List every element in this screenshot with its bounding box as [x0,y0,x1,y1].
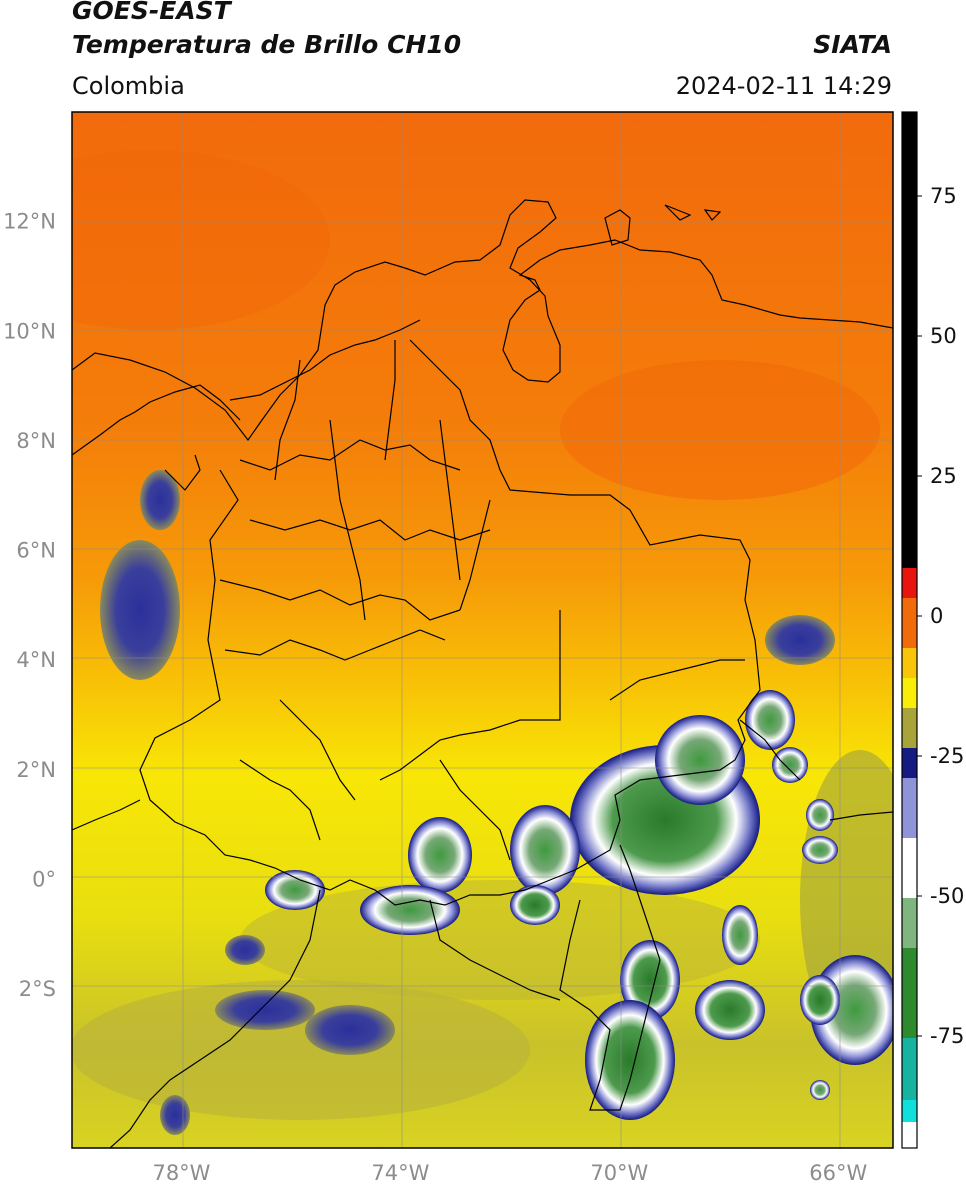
lon-label: 74°W [371,1161,429,1185]
colorbar-tick-label: 0 [930,604,943,628]
organization-label: SIATA [813,30,892,59]
graticule [72,112,893,1148]
colorbar-tick-label: -50 [930,884,964,908]
datetime-label: 2024-02-11 14:29 [675,72,892,100]
colorbar-tick-label: -75 [930,1024,964,1048]
lat-label: 2°S [19,977,56,1001]
coastlines-borders [72,199,893,1148]
lat-label: 8°N [16,429,56,453]
lat-label: 2°N [16,758,56,782]
longitude-labels: 78°W 74°W 70°W 66°W [152,1161,867,1185]
lat-label: 10°N [3,319,56,343]
colorbar: 75 50 25 0 -25 -50 -75 [901,111,964,1149]
lat-label: 4°N [16,648,56,672]
latitude-labels: 12°N 10°N 8°N 6°N 4°N 2°N 0° 2°S [3,210,56,1001]
colorbar-tick-label: 50 [930,324,957,348]
lon-label: 66°W [809,1161,867,1185]
map-frame [71,111,894,1149]
product-title: Temperatura de Brillo CH10 [72,30,462,59]
colorbar-tick-label: 25 [930,464,957,488]
region-label: Colombia [72,72,185,100]
lat-label: 0° [32,867,56,891]
satellite-title: GOES-EAST [72,0,231,25]
lon-label: 78°W [152,1161,210,1185]
lon-label: 70°W [590,1161,648,1185]
colorbar-tick-label: 75 [930,184,957,208]
colorbar-tick-label: -25 [930,744,964,768]
imagery-layer [72,112,893,1148]
lat-label: 12°N [3,210,56,234]
lat-label: 6°N [16,539,56,563]
